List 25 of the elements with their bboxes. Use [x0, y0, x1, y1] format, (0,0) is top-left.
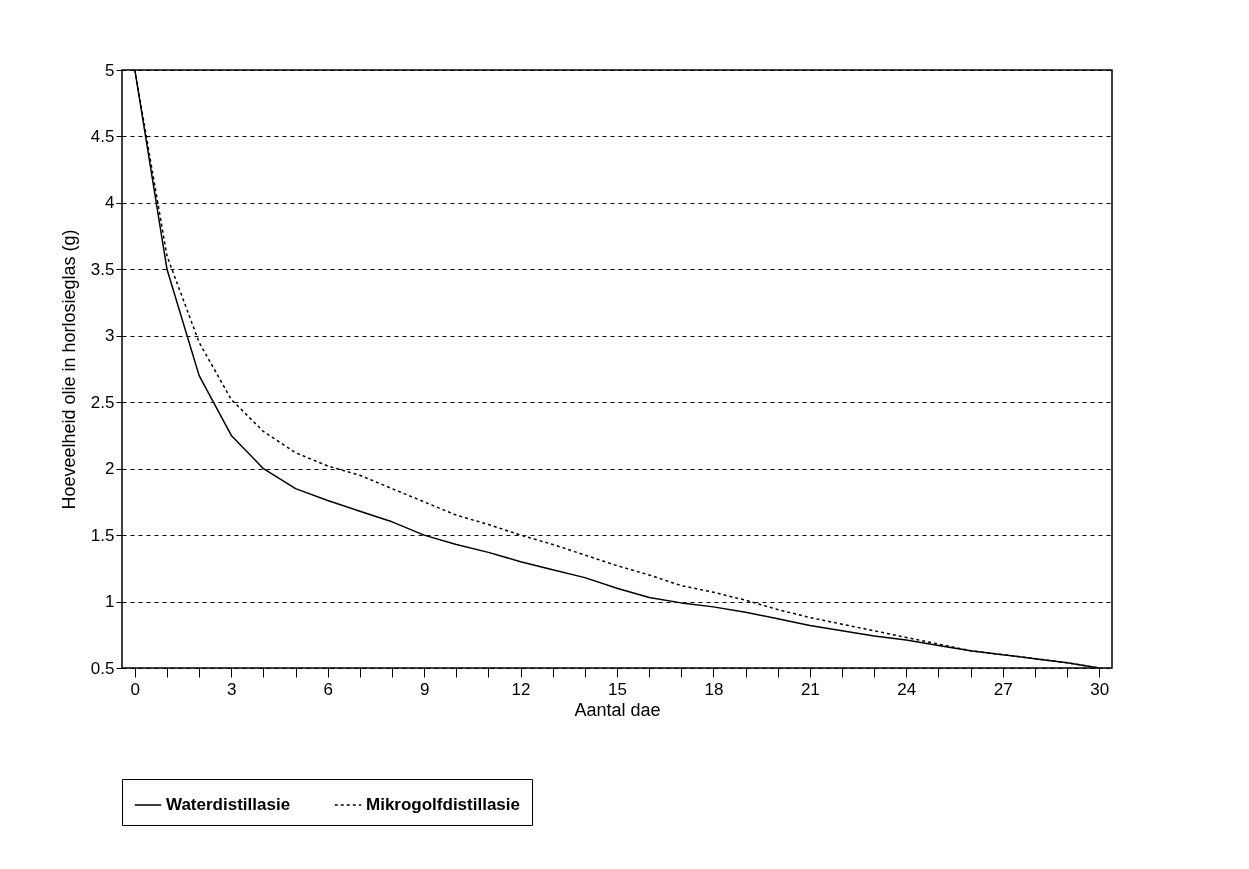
x-tick-label: 0 [130, 679, 141, 699]
x-tick-label: 3 [227, 679, 237, 699]
legend-label: Mikrogolfdistillasie [366, 795, 520, 814]
x-tick-label: 24 [897, 679, 917, 699]
x-axis-title: Aantal dae [574, 699, 661, 720]
x-tick-label: 27 [993, 679, 1013, 699]
y-tick-label: 3.5 [90, 259, 115, 279]
x-tick-label: 9 [419, 679, 430, 699]
x-tick-label: 21 [800, 679, 820, 699]
y-tick-label: 4 [105, 193, 115, 213]
y-tick-label: 1 [105, 592, 115, 612]
y-tick-label: 2.5 [90, 392, 115, 412]
x-tick-label: 15 [608, 679, 627, 699]
x-tick-label: 18 [704, 679, 724, 699]
x-tick-label: 30 [1090, 679, 1110, 699]
legend-label: Waterdistillasie [166, 795, 291, 814]
x-tick-label: 6 [323, 679, 333, 699]
y-axis-title: Hoeveelheid olie in horlosieglas (g) [58, 229, 79, 510]
y-tick-label: 5 [105, 60, 115, 80]
y-tick-label: 1.5 [90, 525, 115, 545]
y-tick-label: 2 [105, 459, 115, 479]
y-tick-label: 0.5 [90, 658, 115, 678]
x-tick-label: 12 [511, 679, 531, 699]
y-tick-label: 3 [105, 326, 115, 346]
y-tick-label: 4.5 [90, 126, 115, 146]
